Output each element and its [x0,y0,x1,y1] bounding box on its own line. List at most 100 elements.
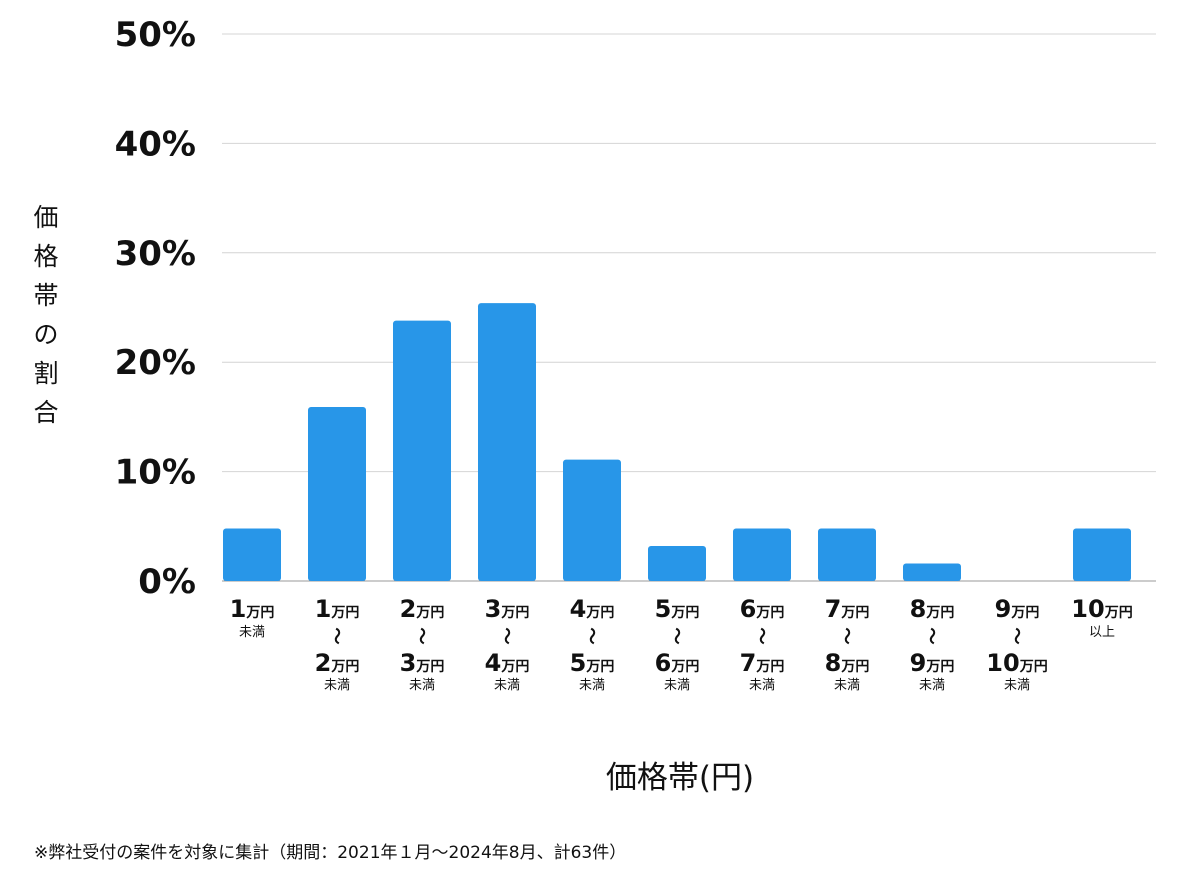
x-category-top-unit: 万円 [330,605,359,621]
x-category-note: 未満 [409,678,435,693]
x-category-note: 未満 [579,678,605,693]
x-category-top-unit: 万円 [415,605,444,621]
x-category-bottom-unit: 万円 [585,659,614,675]
x-category-top-num: 5 [655,595,672,623]
x-category-bottom-num: 6 [655,649,672,677]
x-category-top-num: 10 [1071,595,1104,623]
x-category-top: 2万円 [400,595,445,623]
x-category-top-unit: 万円 [500,605,529,621]
y-axis-label-char: 価 [33,203,58,232]
x-category-separator: 〜 [836,628,856,645]
y-axis-ticks: 0% 10% 20% 30% 40% 50% [115,15,196,602]
x-category-note: 未満 [1004,678,1030,693]
x-category-top-num: 3 [485,595,502,623]
x-category-top-unit: 万円 [670,605,699,621]
x-category-top: 1万円 [315,595,360,623]
y-axis-label-char: 合 [33,398,58,427]
x-category-bottom-num: 4 [485,649,502,677]
x-category-separator: 〜 [751,628,771,645]
y-tick-label: 0% [138,562,196,602]
x-category-top-unit: 万円 [1104,605,1133,621]
x-category-bottom: 7万円 [740,649,785,677]
y-axis-label-char: 割 [33,359,58,388]
bar [733,528,791,581]
bar [308,407,366,581]
x-category-separator: 〜 [1006,628,1026,645]
bar [478,303,536,581]
x-category-note: 未満 [919,678,945,693]
y-axis-label-char: 帯 [33,281,58,310]
x-category-top-unit: 万円 [585,605,614,621]
x-category-top-num: 1 [230,595,247,623]
bar [393,320,451,581]
x-category-bottom-unit: 万円 [1019,659,1048,675]
x-category-note: 以上 [1089,625,1115,640]
x-category-separator: 〜 [581,628,601,645]
x-category-top-num: 9 [995,595,1012,623]
x-category-note: 未満 [664,678,690,693]
x-category-separator: 〜 [666,628,686,645]
y-tick-label: 10% [115,453,196,493]
x-category-bottom-num: 3 [400,649,417,677]
x-category-bottom: 3万円 [400,649,445,677]
x-category-top-unit: 万円 [1010,605,1039,621]
x-category-top-unit: 万円 [755,605,784,621]
x-category-note: 未満 [834,678,860,693]
x-category-bottom-num: 7 [740,649,757,677]
bar [563,459,621,581]
x-category-top-num: 7 [825,595,842,623]
x-category-top-unit: 万円 [925,605,954,621]
x-category-bottom: 10万円 [986,649,1047,677]
y-axis-label: 価格帯の割合 [33,203,58,427]
x-axis-categories: 1万円未満1万円〜2万円未満2万円〜3万円未満3万円〜4万円未満4万円〜5万円未… [230,595,1133,693]
x-category-note: 未満 [239,625,265,640]
x-category-bottom-unit: 万円 [755,659,784,675]
y-tick-label: 20% [115,343,196,383]
x-category-bottom-num: 8 [825,649,842,677]
y-axis-label-char: 格 [33,242,58,271]
x-category-top-num: 2 [400,595,417,623]
bar [1073,528,1131,581]
x-category-top-num: 8 [910,595,927,623]
x-axis-label: 価格帯(円) [606,760,754,796]
grid-lines [222,33,1156,582]
x-category-bottom-unit: 万円 [670,659,699,675]
x-category-bottom: 9万円 [910,649,955,677]
x-category-bottom-num: 5 [570,649,587,677]
footnote: ※弊社受付の案件を対象に集計（期間：2021年１月〜2024年8月、計63件） [34,843,627,863]
x-category-bottom: 2万円 [315,649,360,677]
x-category-top: 9万円 [995,595,1040,623]
y-axis-label-char: の [33,320,58,349]
x-category-note: 未満 [324,678,350,693]
x-category-top: 8万円 [910,595,955,623]
x-category-bottom-unit: 万円 [500,659,529,675]
x-category-note: 未満 [749,678,775,693]
x-category-top: 4万円 [570,595,615,623]
x-category-top: 6万円 [740,595,785,623]
bar [903,563,961,581]
x-category-bottom-unit: 万円 [840,659,869,675]
x-category-separator: 〜 [326,628,346,645]
x-category-top: 1万円 [230,595,275,623]
x-category-bottom-unit: 万円 [925,659,954,675]
x-category-bottom-num: 10 [986,649,1019,677]
x-category-top-num: 6 [740,595,757,623]
bars [223,303,1131,581]
x-category-bottom: 8万円 [825,649,870,677]
y-axis-label: 価格帯の割合 [33,203,58,427]
y-tick-label: 30% [115,234,196,274]
x-category-bottom-unit: 万円 [330,659,359,675]
x-category-bottom-num: 9 [910,649,927,677]
bar [223,528,281,581]
x-category-top-num: 4 [570,595,587,623]
y-tick-label: 40% [115,124,196,164]
